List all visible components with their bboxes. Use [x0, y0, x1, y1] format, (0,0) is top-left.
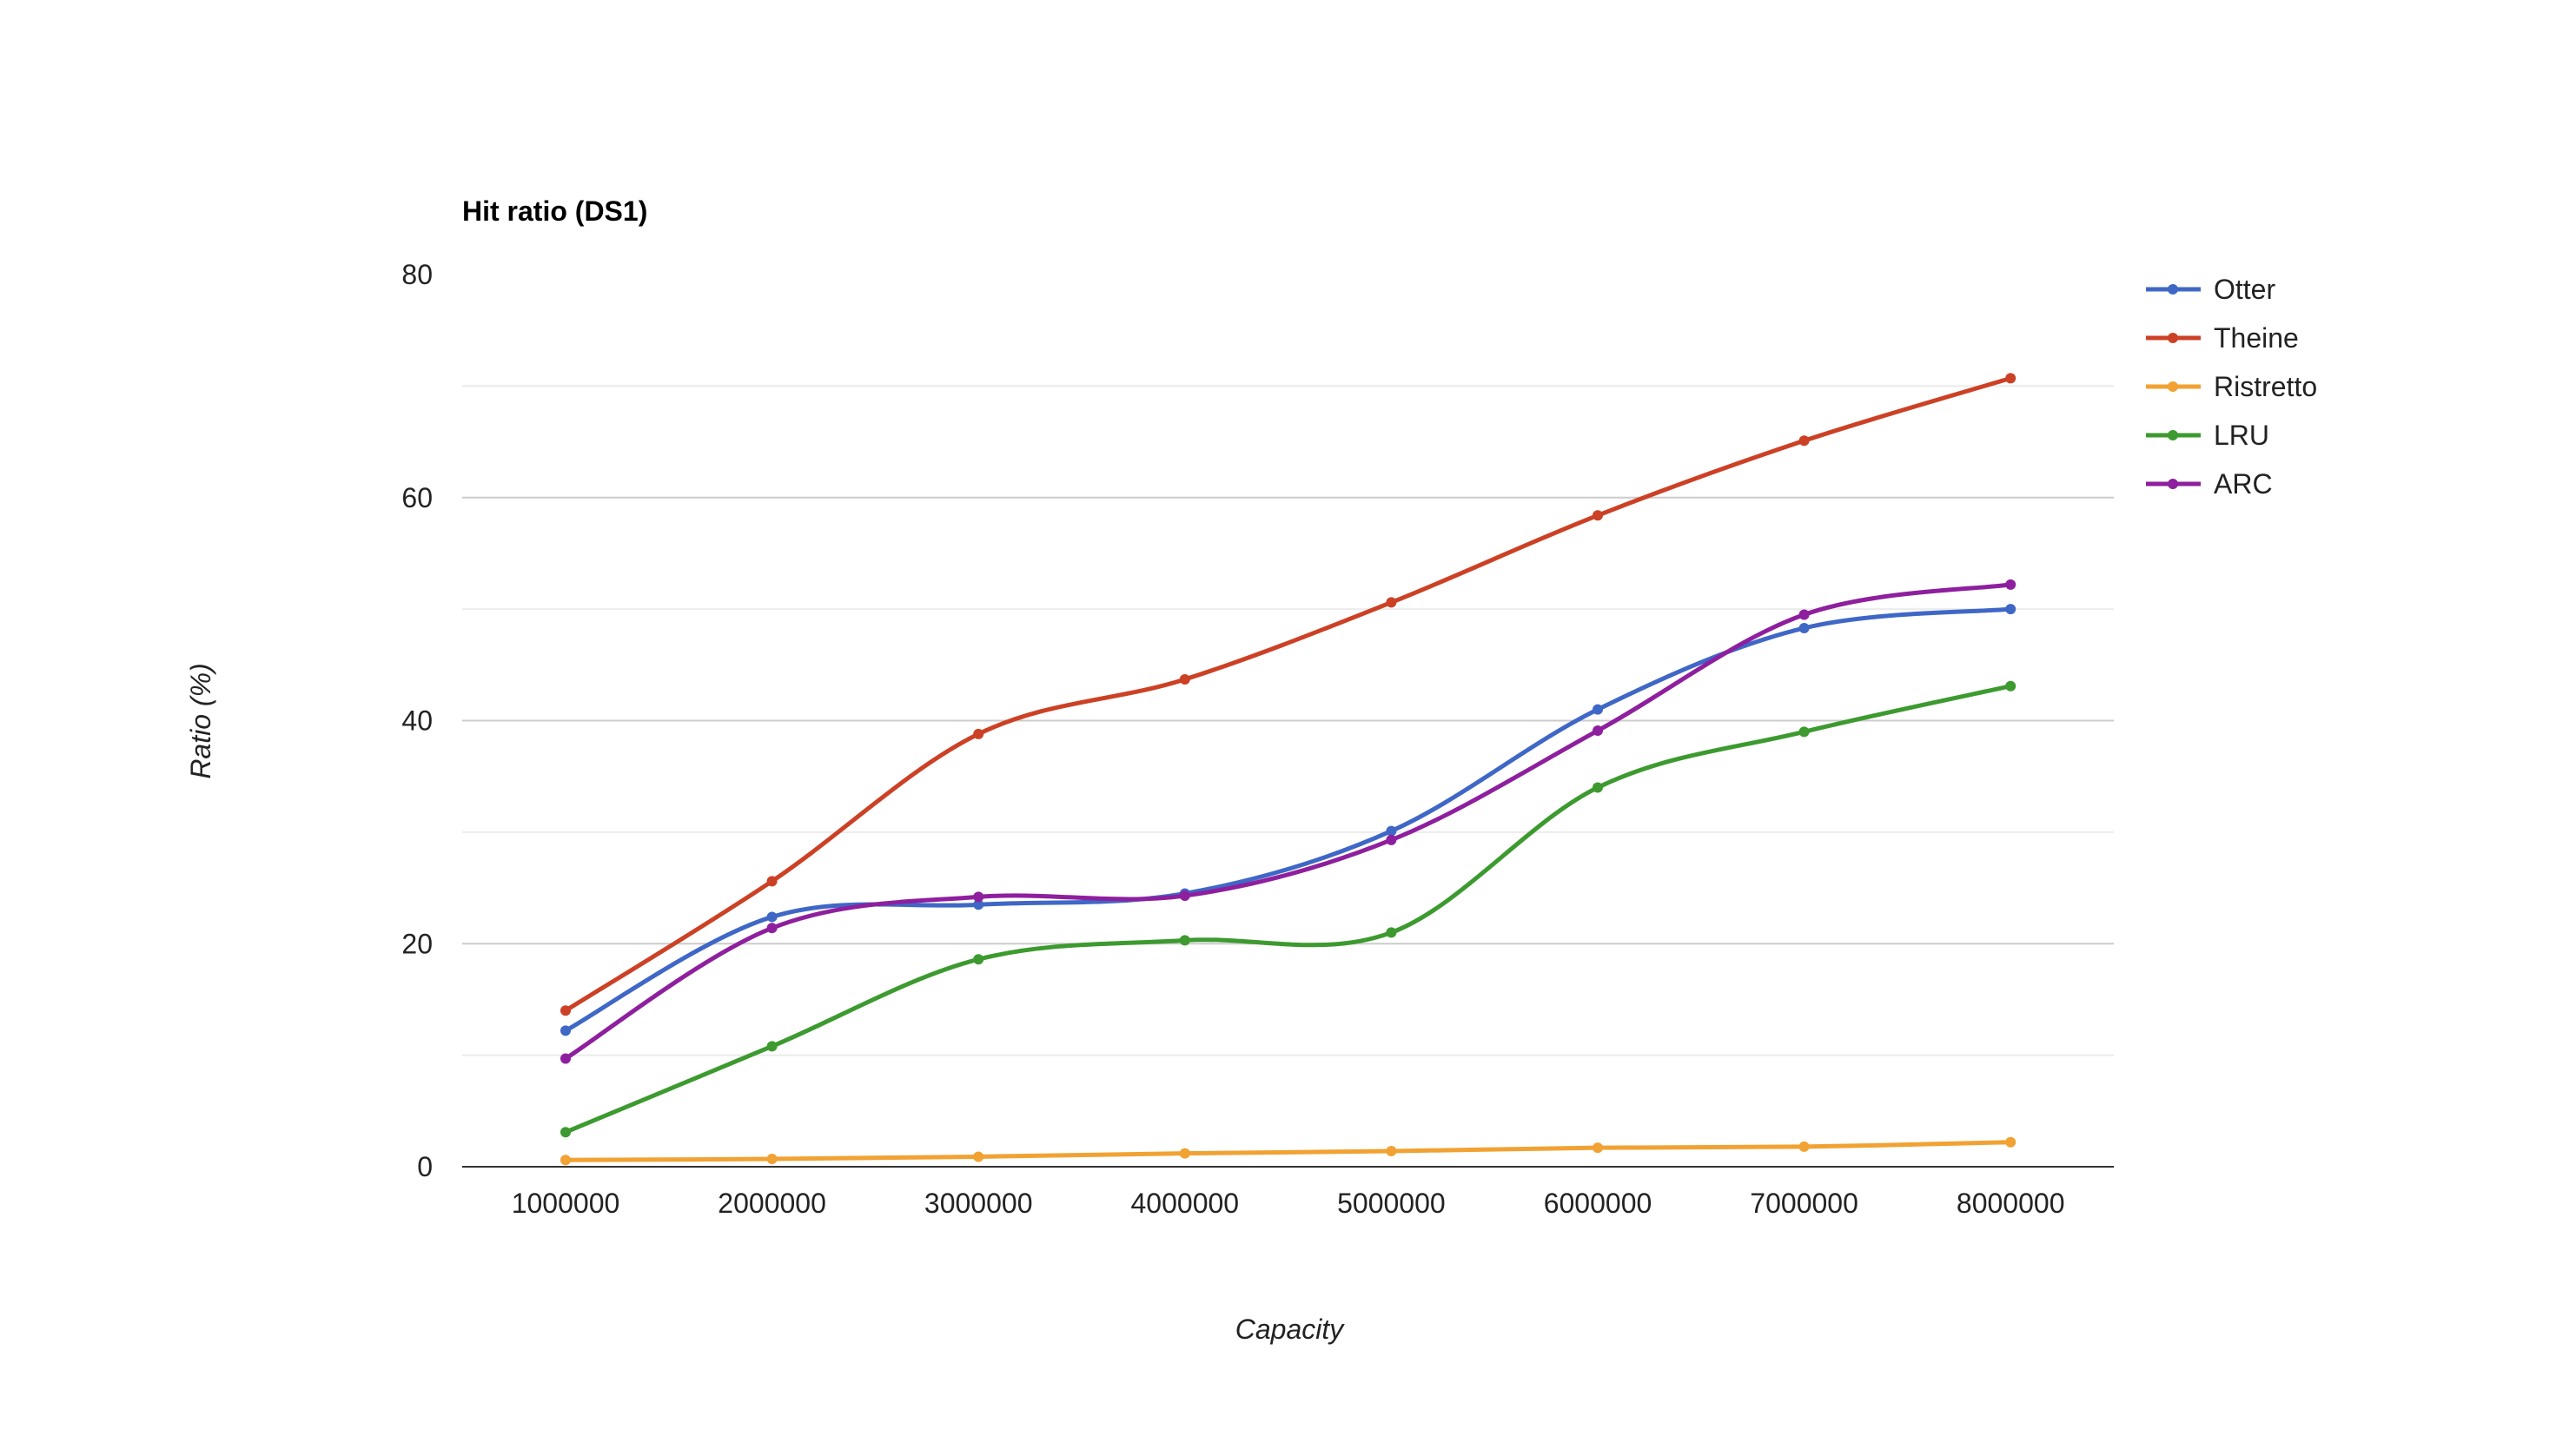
x-tick-label: 2000000 — [718, 1188, 826, 1219]
series-line-ristretto — [563, 1140, 2013, 1162]
legend-marker-ristretto — [2168, 381, 2178, 392]
legend-label-otter: Otter — [2214, 274, 2275, 305]
series-lru — [560, 680, 2016, 1138]
data-point-lru[interactable] — [2005, 680, 2016, 692]
legend-item-lru[interactable]: LRU — [2146, 420, 2269, 451]
data-point-arc[interactable] — [766, 923, 778, 934]
legend-marker-otter — [2168, 284, 2178, 295]
data-point-ristretto[interactable] — [1593, 1142, 1603, 1154]
y-tick-label: 40 — [401, 705, 433, 737]
y-tick-label: 60 — [401, 482, 433, 513]
x-axis-title: Capacity — [1235, 1314, 1346, 1345]
data-point-ristretto[interactable] — [2005, 1136, 2016, 1148]
data-point-lru[interactable] — [1798, 726, 1810, 738]
series-line-lru — [563, 684, 2013, 1135]
data-point-theine[interactable] — [1798, 435, 1810, 447]
data-point-theine[interactable] — [1179, 674, 1190, 685]
series-otter — [560, 604, 2016, 1036]
data-point-arc[interactable] — [1798, 609, 1810, 620]
legend-item-ristretto[interactable]: Ristretto — [2146, 371, 2317, 402]
data-point-theine[interactable] — [1593, 510, 1603, 521]
series-line-otter — [563, 606, 2013, 1033]
x-tick-label: 4000000 — [1131, 1188, 1240, 1219]
data-point-lru[interactable] — [560, 1127, 571, 1138]
data-point-arc[interactable] — [560, 1053, 571, 1064]
series-layer — [560, 373, 2016, 1166]
data-point-ristretto[interactable] — [766, 1154, 778, 1165]
data-point-theine[interactable] — [766, 876, 778, 887]
legend-marker-lru — [2168, 430, 2178, 440]
x-tick-label: 5000000 — [1337, 1188, 1446, 1219]
data-point-ristretto[interactable] — [1179, 1148, 1190, 1159]
data-point-ristretto[interactable] — [1386, 1146, 1397, 1157]
data-point-lru[interactable] — [1179, 935, 1190, 946]
legend-marker-theine — [2168, 333, 2178, 343]
legend-label-ristretto: Ristretto — [2214, 371, 2317, 402]
x-tick-label: 8000000 — [1957, 1188, 2065, 1219]
data-point-ristretto[interactable] — [1798, 1141, 1810, 1152]
legend-item-otter[interactable]: Otter — [2146, 274, 2275, 305]
gridlines — [462, 385, 2114, 1056]
legend-marker-arc — [2168, 479, 2178, 489]
data-point-lru[interactable] — [1386, 927, 1397, 938]
series-theine — [560, 373, 2016, 1016]
legend-label-theine: Theine — [2214, 322, 2299, 354]
data-point-lru[interactable] — [766, 1041, 778, 1052]
series-ristretto — [560, 1136, 2016, 1166]
data-point-otter[interactable] — [1386, 825, 1397, 837]
legend-label-lru: LRU — [2214, 420, 2269, 451]
data-point-otter[interactable] — [560, 1025, 571, 1036]
y-axis-title: Ratio (%) — [185, 663, 216, 778]
legend-label-arc: ARC — [2214, 468, 2273, 500]
data-point-otter[interactable] — [766, 911, 778, 923]
data-point-otter[interactable] — [2005, 604, 2016, 615]
data-point-lru[interactable] — [1593, 782, 1603, 793]
data-point-lru[interactable] — [973, 954, 984, 965]
legend-item-arc[interactable]: ARC — [2146, 468, 2273, 500]
data-point-theine[interactable] — [560, 1005, 571, 1016]
data-point-arc[interactable] — [1593, 725, 1603, 737]
data-point-arc[interactable] — [2005, 579, 2016, 590]
x-axis-ticks: 1000000 2000000 3000000 4000000 5000000 60000… — [512, 1188, 2065, 1219]
data-point-otter[interactable] — [1798, 622, 1810, 633]
x-tick-label: 1000000 — [512, 1188, 620, 1219]
series-line-arc — [563, 582, 2013, 1061]
x-tick-label: 6000000 — [1544, 1188, 1652, 1219]
legend: Otter Theine Ristretto LRU ARC — [2146, 274, 2317, 500]
y-axis-ticks: 0 20 40 60 80 — [401, 259, 433, 1182]
legend-item-theine[interactable]: Theine — [2146, 322, 2299, 354]
chart-title: Hit ratio (DS1) — [462, 195, 647, 227]
data-point-otter[interactable] — [973, 899, 984, 910]
data-point-arc[interactable] — [1179, 890, 1190, 902]
x-tick-label: 3000000 — [924, 1188, 1033, 1219]
y-tick-label: 0 — [417, 1151, 433, 1182]
data-point-theine[interactable] — [1386, 597, 1397, 608]
x-tick-label: 7000000 — [1750, 1188, 1858, 1219]
series-arc — [560, 579, 2016, 1064]
data-point-theine[interactable] — [2005, 373, 2016, 384]
data-point-arc[interactable] — [973, 891, 984, 903]
series-line-theine — [563, 375, 2013, 1013]
data-point-ristretto[interactable] — [973, 1151, 984, 1162]
data-point-ristretto[interactable] — [560, 1155, 571, 1166]
y-tick-label: 80 — [401, 259, 433, 290]
y-tick-label: 20 — [401, 928, 433, 959]
data-point-theine[interactable] — [973, 728, 984, 739]
data-point-arc[interactable] — [1386, 834, 1397, 845]
data-point-otter[interactable] — [1593, 704, 1603, 715]
